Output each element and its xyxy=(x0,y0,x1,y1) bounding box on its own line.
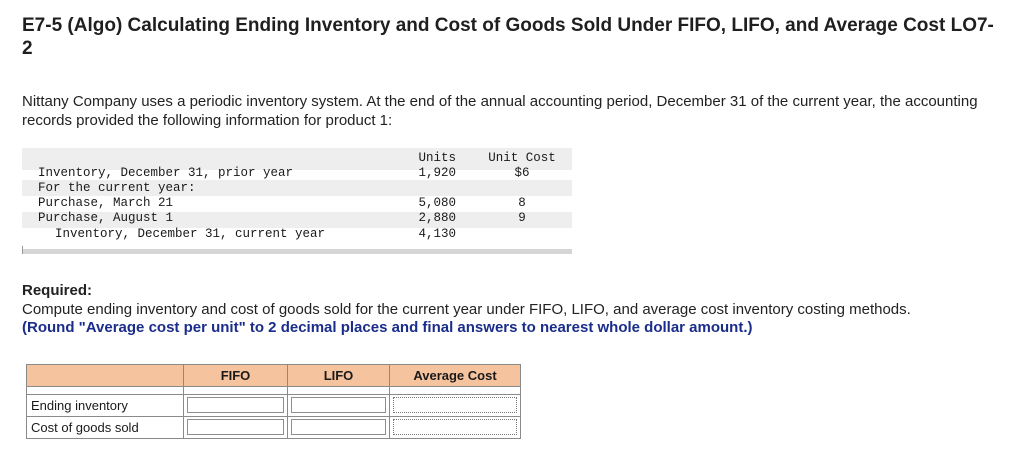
table-bottom-rule xyxy=(22,249,572,254)
average-ending-inventory-input[interactable] xyxy=(393,397,517,413)
unit-cost-header: Unit Cost xyxy=(488,151,556,165)
inventory-row: Purchase, March 21 5,080 8 xyxy=(22,196,572,211)
answer-row-cost-of-goods-sold: Cost of goods sold xyxy=(26,416,521,439)
cell-lifo-ending-inventory xyxy=(287,394,390,417)
inventory-row: Purchase, August 1 2,880 9 xyxy=(22,211,572,226)
cell-average-cogs xyxy=(389,416,521,439)
header-fifo: FIFO xyxy=(183,364,288,387)
inventory-row: Inventory, December 31, prior year 1,920… xyxy=(22,166,572,181)
problem-intro: Nittany Company uses a periodic inventor… xyxy=(22,93,978,129)
fifo-ending-inventory-input[interactable] xyxy=(187,397,284,413)
required-heading: Required: xyxy=(22,282,93,299)
table-bottom-tick xyxy=(22,246,23,254)
row-label: Purchase, August 1 xyxy=(38,211,174,225)
row-shade xyxy=(22,148,572,170)
fifo-cogs-input[interactable] xyxy=(187,419,284,435)
spacer-cell xyxy=(389,386,521,395)
cell-lifo-cogs xyxy=(287,416,390,439)
units-header: Units xyxy=(418,151,456,165)
cell-average-ending-inventory xyxy=(389,394,521,417)
page-title: E7-5 (Algo) Calculating Ending Inventory… xyxy=(22,15,994,59)
spacer-cell xyxy=(287,386,390,395)
header-lifo: LIFO xyxy=(287,364,390,387)
spacer-cell xyxy=(183,386,288,395)
cell-fifo-ending-inventory xyxy=(183,394,288,417)
row-units: 5,080 xyxy=(418,196,456,210)
row-units: 2,880 xyxy=(418,211,456,225)
row-unit-cost: 9 xyxy=(518,211,526,225)
required-text: Compute ending inventory and cost of goo… xyxy=(22,301,911,318)
row-shade xyxy=(22,180,572,196)
header-corner xyxy=(26,364,184,387)
row-label: Purchase, March 21 xyxy=(38,196,174,210)
row-label: For the current year: xyxy=(38,181,196,195)
inventory-data-table: Units Unit Cost Inventory, December 31, … xyxy=(22,148,572,256)
spacer-cell xyxy=(26,386,184,395)
lifo-ending-inventory-input[interactable] xyxy=(291,397,386,413)
row-label-ending-inventory: Ending inventory xyxy=(26,394,184,417)
inventory-row: For the current year: xyxy=(22,181,572,196)
row-units: 1,920 xyxy=(418,166,456,180)
row-unit-cost: 8 xyxy=(518,196,526,210)
inventory-header-row: Units Unit Cost xyxy=(22,151,572,166)
cell-fifo-cogs xyxy=(183,416,288,439)
header-average-cost: Average Cost xyxy=(389,364,521,387)
row-unit-cost: $6 xyxy=(514,166,530,180)
inventory-row: Inventory, December 31, current year 4,1… xyxy=(22,227,572,242)
answer-row-ending-inventory: Ending inventory xyxy=(26,394,521,417)
row-shade xyxy=(22,212,572,228)
lifo-cogs-input[interactable] xyxy=(291,419,386,435)
row-label-cost-of-goods-sold: Cost of goods sold xyxy=(26,416,184,439)
row-label: Inventory, December 31, current year xyxy=(55,227,326,241)
row-label: Inventory, December 31, prior year xyxy=(38,166,294,180)
rounding-note: (Round "Average cost per unit" to 2 deci… xyxy=(22,319,753,336)
spacer-row xyxy=(26,386,521,395)
answer-table: FIFO LIFO Average Cost Ending inventory … xyxy=(26,364,521,439)
row-units: 4,130 xyxy=(418,227,456,241)
average-cogs-input[interactable] xyxy=(393,419,517,435)
answer-header-row: FIFO LIFO Average Cost xyxy=(26,364,521,387)
